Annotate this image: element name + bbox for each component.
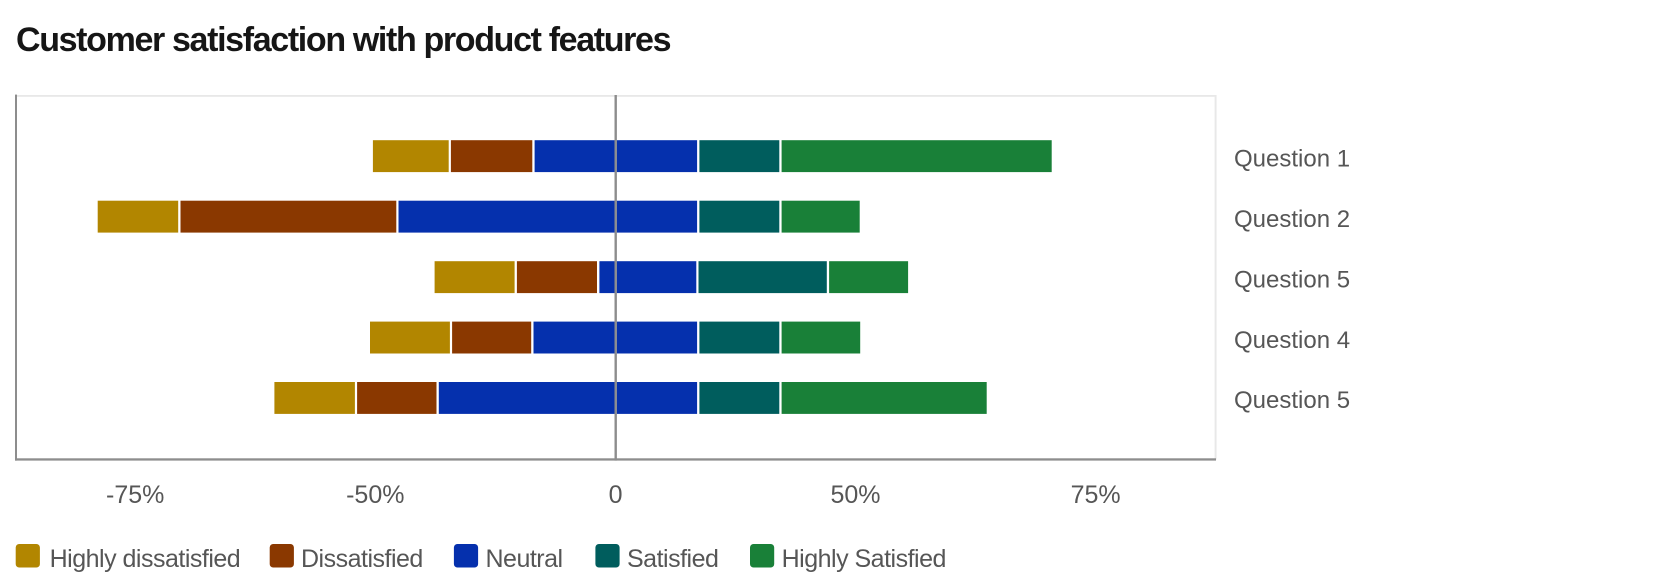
svg-text:-75%: -75% — [106, 481, 164, 509]
svg-text:Question 5: Question 5 — [1234, 266, 1350, 293]
svg-text:75%: 75% — [1071, 481, 1121, 509]
svg-text:-50%: -50% — [346, 481, 404, 509]
svg-text:Neutral: Neutral — [486, 545, 563, 573]
svg-text:Question 4: Question 4 — [1234, 327, 1350, 354]
svg-text:Customer satisfaction with pro: Customer satisfaction with product featu… — [16, 21, 671, 59]
svg-text:Question 1: Question 1 — [1234, 145, 1350, 172]
svg-text:Dissatisfied: Dissatisfied — [301, 545, 423, 573]
svg-text:Satisfied: Satisfied — [627, 545, 718, 573]
svg-text:0: 0 — [609, 481, 623, 509]
svg-text:Question 5: Question 5 — [1234, 387, 1350, 414]
svg-text:50%: 50% — [830, 481, 880, 509]
svg-text:Highly Satisfied: Highly Satisfied — [782, 545, 946, 573]
svg-text:Highly dissatisfied: Highly dissatisfied — [50, 545, 241, 573]
svg-text:Question 2: Question 2 — [1234, 206, 1350, 233]
